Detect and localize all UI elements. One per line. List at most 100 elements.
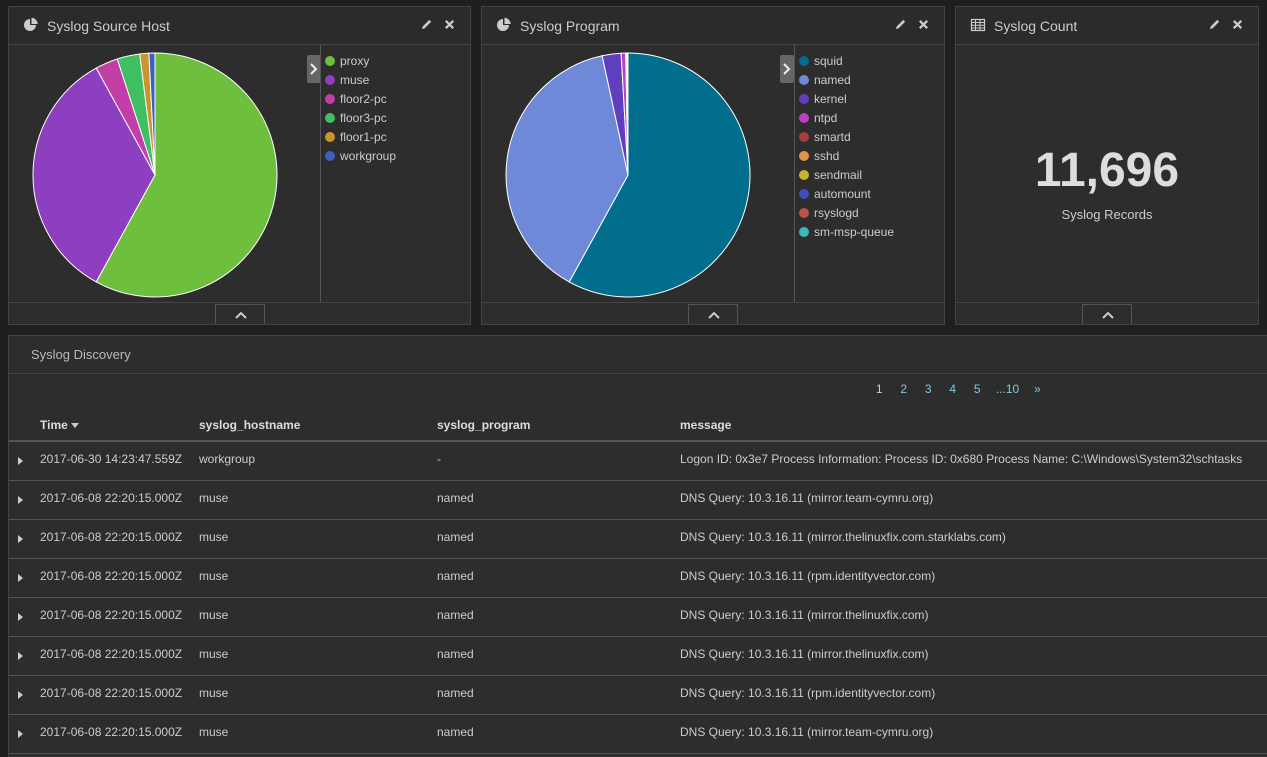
legend-swatch (325, 74, 335, 85)
chevron-up-icon (235, 311, 247, 319)
page-10-link[interactable]: ...10 (995, 382, 1020, 396)
column-header-message[interactable]: message (680, 418, 732, 432)
panel-header: Syslog Count (956, 7, 1258, 45)
page-3-link[interactable]: 3 (924, 382, 932, 396)
table-row[interactable]: 2017-06-08 22:20:15.000Z muse named DNS Que… (9, 715, 1267, 754)
program-legend: squid named kernel ntpd smartd sshd sendmail au… (794, 45, 944, 302)
legend-toggle-button[interactable] (780, 55, 794, 83)
close-icon[interactable] (917, 18, 930, 31)
legend-swatch (799, 93, 809, 104)
record-count-value: 11,696 (1034, 144, 1180, 197)
hostname-cell: muse (199, 725, 229, 739)
program-cell: named (437, 686, 474, 700)
legend-item-sm-msp-queue[interactable]: sm-msp-queue (795, 222, 944, 241)
expand-row-icon[interactable] (18, 535, 23, 543)
legend-swatch (325, 112, 335, 123)
edit-icon[interactable] (420, 18, 433, 31)
table-row[interactable]: 2017-06-30 14:23:47.559Z workgroup - Logon … (9, 442, 1267, 481)
legend-item-proxy[interactable]: proxy (321, 51, 470, 70)
legend-item-floor2-pc[interactable]: floor2-pc (321, 89, 470, 108)
legend-label: squid (814, 53, 843, 68)
expand-row-icon[interactable] (18, 613, 23, 621)
page-1-link[interactable]: 1 (875, 382, 883, 396)
legend-item-muse[interactable]: muse (321, 70, 470, 89)
close-icon[interactable] (1231, 18, 1244, 31)
edit-icon[interactable] (894, 18, 907, 31)
legend-label: proxy (340, 53, 370, 68)
legend-toggle-button[interactable] (307, 55, 321, 83)
pie-slice-proxy[interactable] (95, 52, 278, 298)
legend-label: sm-msp-queue (814, 224, 895, 239)
legend-item-sendmail[interactable]: sendmail (795, 165, 944, 184)
page-5-link[interactable]: 5 (973, 382, 981, 396)
legend-swatch (799, 188, 809, 199)
expand-row-icon[interactable] (18, 574, 23, 582)
table-row[interactable]: 2017-06-08 22:20:15.000Z muse named DNS Que… (9, 481, 1267, 520)
legend-item-named[interactable]: named (795, 70, 944, 89)
legend-swatch (799, 150, 809, 161)
hostname-cell: muse (199, 647, 229, 661)
edit-icon[interactable] (1208, 18, 1221, 31)
legend-label: named (814, 72, 851, 87)
legend-item-automount[interactable]: automount (795, 184, 944, 203)
next-page-link[interactable]: » (1034, 382, 1041, 396)
legend-label: floor3-pc (340, 110, 387, 125)
page-2-link[interactable]: 2 (900, 382, 908, 396)
pie-chart-icon (24, 17, 38, 31)
expand-row-icon[interactable] (18, 496, 23, 504)
pie-slice-named[interactable] (505, 55, 629, 283)
table-row[interactable]: 2017-06-08 22:20:15.000Z muse named DNS Que… (9, 559, 1267, 598)
legend-item-floor3-pc[interactable]: floor3-pc (321, 108, 470, 127)
table-row[interactable]: 2017-06-08 22:20:15.000Z muse named DNS Que… (9, 637, 1267, 676)
expand-row-icon[interactable] (18, 730, 23, 738)
collapse-button[interactable] (1082, 304, 1132, 324)
legend-label: workgroup (340, 148, 397, 163)
time-cell: 2017-06-08 22:20:15.000Z (40, 491, 183, 505)
legend-item-sshd[interactable]: sshd (795, 146, 944, 165)
program-pie-chart[interactable] (504, 51, 752, 299)
sort-down-icon (70, 423, 79, 429)
discovery-panel: Syslog Discovery 1 2 3 4 5 ...10 » Time … (8, 335, 1267, 757)
record-count-label: Syslog Records (1061, 207, 1153, 222)
column-header-hostname[interactable]: syslog_hostname (199, 418, 301, 432)
program-cell: named (437, 608, 474, 622)
panel-header: Syslog Source Host (9, 7, 470, 45)
legend-label: ntpd (814, 110, 838, 125)
legend-item-squid[interactable]: squid (795, 51, 944, 70)
legend-item-ntpd[interactable]: ntpd (795, 108, 944, 127)
legend-item-smartd[interactable]: smartd (795, 127, 944, 146)
collapse-button[interactable] (215, 304, 265, 324)
legend-item-floor1-pc[interactable]: floor1-pc (321, 127, 470, 146)
page-4-link[interactable]: 4 (949, 382, 957, 396)
chevron-right-icon (310, 63, 318, 75)
column-header-program[interactable]: syslog_program (437, 418, 531, 432)
pie-slice-workgroup[interactable] (148, 52, 156, 176)
close-icon[interactable] (443, 18, 456, 31)
chevron-right-icon (783, 63, 791, 75)
expand-row-icon[interactable] (18, 652, 23, 660)
time-cell: 2017-06-08 22:20:15.000Z (40, 647, 183, 661)
collapse-button[interactable] (688, 304, 738, 324)
count-panel: Syslog Count 11,696 Syslog Records (955, 6, 1259, 325)
message-cell: Logon ID: 0x3e7 Process Information: Pro… (680, 452, 1243, 466)
hostname-cell: muse (199, 530, 229, 544)
table-row[interactable]: 2017-06-08 22:20:15.000Z muse named DNS Que… (9, 598, 1267, 637)
legend-item-workgroup[interactable]: workgroup (321, 146, 470, 165)
source-host-panel: Syslog Source Host proxy muse floor2-pc flo… (8, 6, 471, 325)
legend-item-rsyslogd[interactable]: rsyslogd (795, 203, 944, 222)
table-row[interactable]: 2017-06-08 22:20:15.000Z muse named DNS Que… (9, 520, 1267, 559)
table-row[interactable]: 2017-06-08 22:20:15.000Z muse named DNS Que… (9, 676, 1267, 715)
pie-slice-muse[interactable] (32, 67, 156, 283)
legend-item-kernel[interactable]: kernel (795, 89, 944, 108)
hostname-cell: muse (199, 491, 229, 505)
expand-row-icon[interactable] (18, 457, 23, 465)
message-cell: DNS Query: 10.3.16.11 (mirror.team-cymru… (680, 725, 934, 739)
pie-slice-squid[interactable] (568, 52, 751, 298)
panel-title: Syslog Source Host (47, 18, 170, 34)
source-host-pie-chart[interactable] (31, 51, 279, 299)
hostname-cell: muse (199, 569, 229, 583)
expand-row-icon[interactable] (18, 691, 23, 699)
program-cell: named (437, 491, 474, 505)
time-cell: 2017-06-08 22:20:15.000Z (40, 608, 183, 622)
column-header-time[interactable]: Time (40, 418, 79, 432)
